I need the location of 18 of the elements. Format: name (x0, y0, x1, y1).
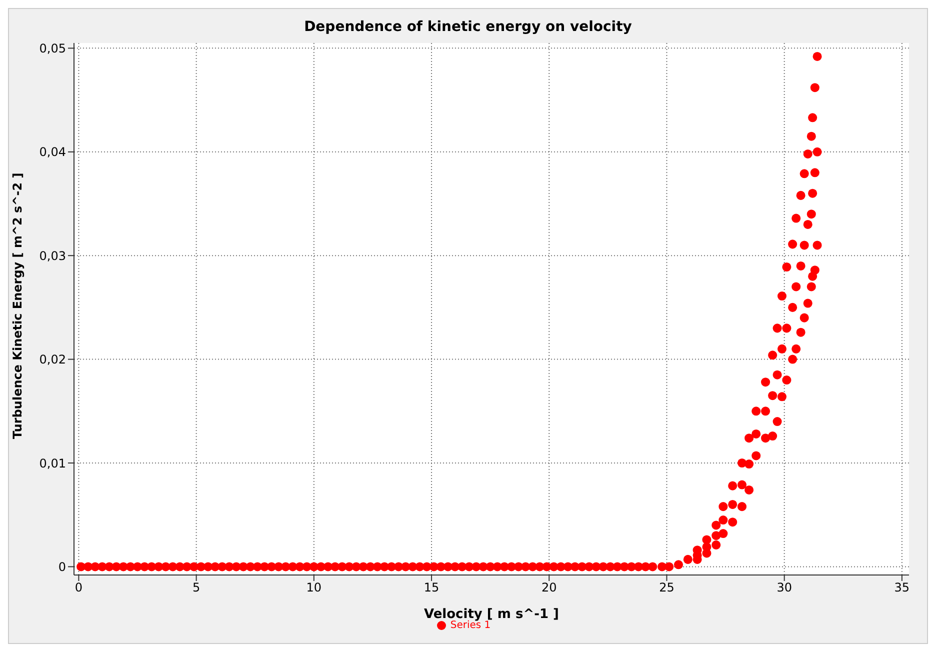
y-tick-label: 0,05 (39, 41, 66, 56)
chart-title: Dependence of kinetic energy on velocity (303, 18, 633, 37)
x-tick-label: 5 (192, 580, 200, 595)
y-tick-label: 0,01 (39, 456, 66, 470)
x-tick-label: 20 (541, 580, 557, 595)
y-tick-label: 0,03 (39, 248, 66, 263)
x-tick-label: 25 (659, 580, 674, 595)
x-axis-title: Velocity [ m s^-1 ] (424, 607, 560, 622)
x-tick-label: 15 (424, 580, 440, 595)
x-tick-label: 10 (306, 580, 322, 595)
y-axis-title: Turbulence Kinetic Energy [ m^2 s^-2 ] (10, 172, 24, 439)
x-tick-label: 35 (894, 580, 910, 595)
y-tick-label: 0 (58, 560, 66, 574)
y-tick-label: 0,04 (39, 145, 66, 160)
legend-label: Series 1 (450, 620, 491, 631)
x-tick-label: 30 (776, 580, 792, 595)
x-tick-label: 0 (74, 580, 83, 595)
y-tick-label: 0,02 (39, 352, 66, 367)
